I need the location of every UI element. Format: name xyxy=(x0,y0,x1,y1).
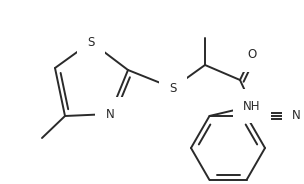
Text: O: O xyxy=(247,49,257,61)
Text: S: S xyxy=(169,82,177,95)
Text: N: N xyxy=(292,109,301,123)
Text: NH: NH xyxy=(243,100,261,112)
Text: N: N xyxy=(105,107,114,121)
Text: S: S xyxy=(87,36,95,49)
